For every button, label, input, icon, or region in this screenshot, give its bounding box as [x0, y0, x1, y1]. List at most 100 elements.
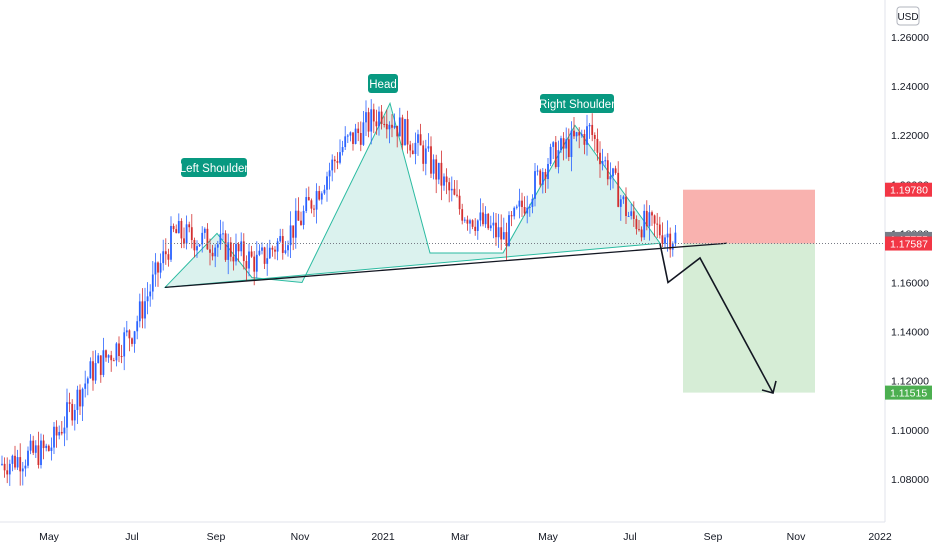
candle-body: [505, 232, 508, 246]
candle-body: [456, 194, 458, 196]
x-tick-label: Nov: [291, 531, 310, 543]
candle-body: [632, 211, 635, 219]
candle-body: [359, 133, 362, 145]
candle-body: [336, 161, 339, 163]
candle-body: [203, 228, 206, 233]
candle-body: [297, 210, 300, 221]
candle-body: [58, 431, 61, 436]
candle-body: [583, 133, 586, 145]
candle-body: [326, 176, 328, 190]
candle-body: [253, 256, 256, 272]
candle-body: [596, 138, 599, 153]
candle-body: [562, 138, 565, 149]
candle-body: [541, 172, 544, 185]
candle-body: [664, 237, 666, 244]
candle-body: [37, 445, 40, 466]
entry-price-tag: 1.17587: [885, 236, 932, 251]
candle-body: [133, 331, 136, 344]
candle-body: [508, 215, 510, 246]
candle-body: [476, 220, 479, 231]
candle-body: [146, 296, 149, 302]
candle-body: [149, 291, 152, 297]
candle-body: [523, 207, 526, 214]
candle-body: [638, 229, 640, 231]
candle-body: [609, 176, 612, 180]
candle-body: [367, 112, 370, 132]
candle-body: [180, 220, 183, 239]
candle-body: [424, 148, 427, 164]
candlesticks: [1, 99, 677, 486]
candle-body: [29, 440, 32, 451]
svg-text:1.17587: 1.17587: [890, 239, 928, 251]
candle-body: [593, 135, 596, 139]
projection-arrowhead: [761, 380, 777, 394]
candle-body: [40, 440, 42, 466]
candle-body: [487, 213, 490, 229]
candle-body: [118, 343, 120, 357]
candle-body: [573, 130, 575, 137]
candle-body: [419, 134, 422, 146]
candle-body: [232, 256, 235, 262]
candle-body: [479, 212, 482, 221]
candle-body: [661, 235, 664, 244]
candle-body: [401, 117, 404, 146]
candle-body: [224, 233, 227, 260]
candle-body: [500, 227, 503, 240]
candle-body: [305, 197, 308, 211]
candle-body: [393, 125, 396, 128]
candle-body: [495, 222, 497, 238]
candle-body: [11, 455, 14, 464]
candle-body: [89, 361, 92, 379]
candle-body: [380, 111, 383, 124]
candle-body: [461, 209, 464, 221]
candle-body: [279, 236, 282, 242]
candle-body: [365, 112, 367, 123]
candle-body: [526, 207, 529, 214]
candle-body: [521, 200, 523, 208]
candle-body: [591, 124, 594, 136]
candle-body: [372, 109, 375, 122]
candle-body: [570, 130, 573, 158]
candle-body: [567, 139, 570, 158]
candle-body: [630, 211, 633, 216]
candle-body: [554, 142, 557, 167]
candle-body: [578, 132, 581, 136]
candle-body: [443, 176, 445, 186]
candle-body: [458, 195, 461, 210]
candle-body: [656, 223, 659, 225]
candle-body: [601, 160, 604, 165]
candle-body: [599, 152, 601, 165]
candle-body: [92, 361, 94, 381]
candle-body: [81, 388, 84, 407]
candle-body: [177, 220, 180, 234]
candle-body: [185, 224, 188, 244]
candle-body: [482, 212, 484, 225]
candle-body: [307, 197, 310, 201]
candle-body: [328, 170, 331, 177]
projection-path: [659, 243, 774, 394]
candle-body: [492, 222, 495, 226]
candle-body: [414, 142, 417, 155]
currency-badge[interactable]: USD: [896, 6, 920, 26]
candle-body: [437, 162, 440, 180]
candle-body: [560, 138, 562, 151]
candle-body: [354, 128, 357, 144]
candle-body: [518, 200, 521, 207]
candle-body: [396, 125, 399, 137]
target-price-tag: 1.11515: [885, 385, 932, 400]
candle-body: [63, 427, 66, 434]
candle-body: [651, 212, 653, 216]
candle-body: [248, 251, 250, 269]
candle-body: [24, 465, 27, 469]
svg-text:1.19780: 1.19780: [890, 185, 928, 197]
price-axis[interactable]: 1.260001.240001.220001.200001.180001.160…: [884, 0, 929, 522]
head-label: Head: [368, 74, 398, 93]
candle-body: [430, 146, 432, 174]
candle-body: [144, 301, 146, 319]
time-axis[interactable]: May Jul Sep Nov 2021 Mar May Jul Sep Nov 2022: [0, 521, 892, 543]
candle-body: [250, 251, 253, 257]
candle-body: [549, 146, 552, 164]
candle-body: [86, 378, 89, 384]
candle-body: [385, 123, 388, 130]
